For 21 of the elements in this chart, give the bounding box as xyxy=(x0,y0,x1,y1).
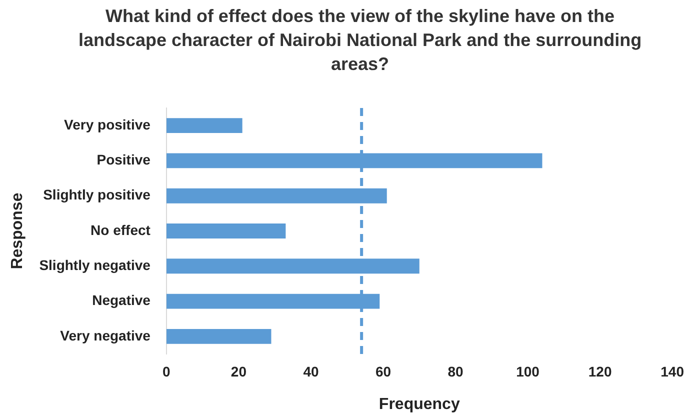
x-tick-label: 100 xyxy=(516,363,540,380)
y-tick-label: Very positive xyxy=(64,116,151,132)
x-tick-label: 20 xyxy=(230,363,247,380)
chart-title: What kind of effect does the view of the skyline have on the landscape character of Nairobi National Park and the surrounding areas? xyxy=(77,5,643,76)
x-tick-label: 140 xyxy=(660,363,684,380)
x-tick-label: 60 xyxy=(375,363,392,380)
y-tick-label: Negative xyxy=(92,292,151,308)
x-axis-title: Frequency xyxy=(378,396,460,413)
bar xyxy=(166,118,242,134)
x-tick-label: 80 xyxy=(448,363,464,380)
y-tick-label: Very negative xyxy=(60,327,151,344)
y-tick-label: Positive xyxy=(96,152,151,168)
x-tick-label: 40 xyxy=(303,363,319,380)
bar xyxy=(166,224,286,238)
y-tick-label: No effect xyxy=(90,222,151,238)
bar xyxy=(166,328,272,344)
y-axis-title: Response xyxy=(9,192,26,270)
x-tick-label: 0 xyxy=(162,363,171,380)
y-tick-label: Slightly positive xyxy=(43,186,151,203)
y-tick-label: Slightly negative xyxy=(39,257,151,273)
x-tick-label: 120 xyxy=(588,363,612,380)
